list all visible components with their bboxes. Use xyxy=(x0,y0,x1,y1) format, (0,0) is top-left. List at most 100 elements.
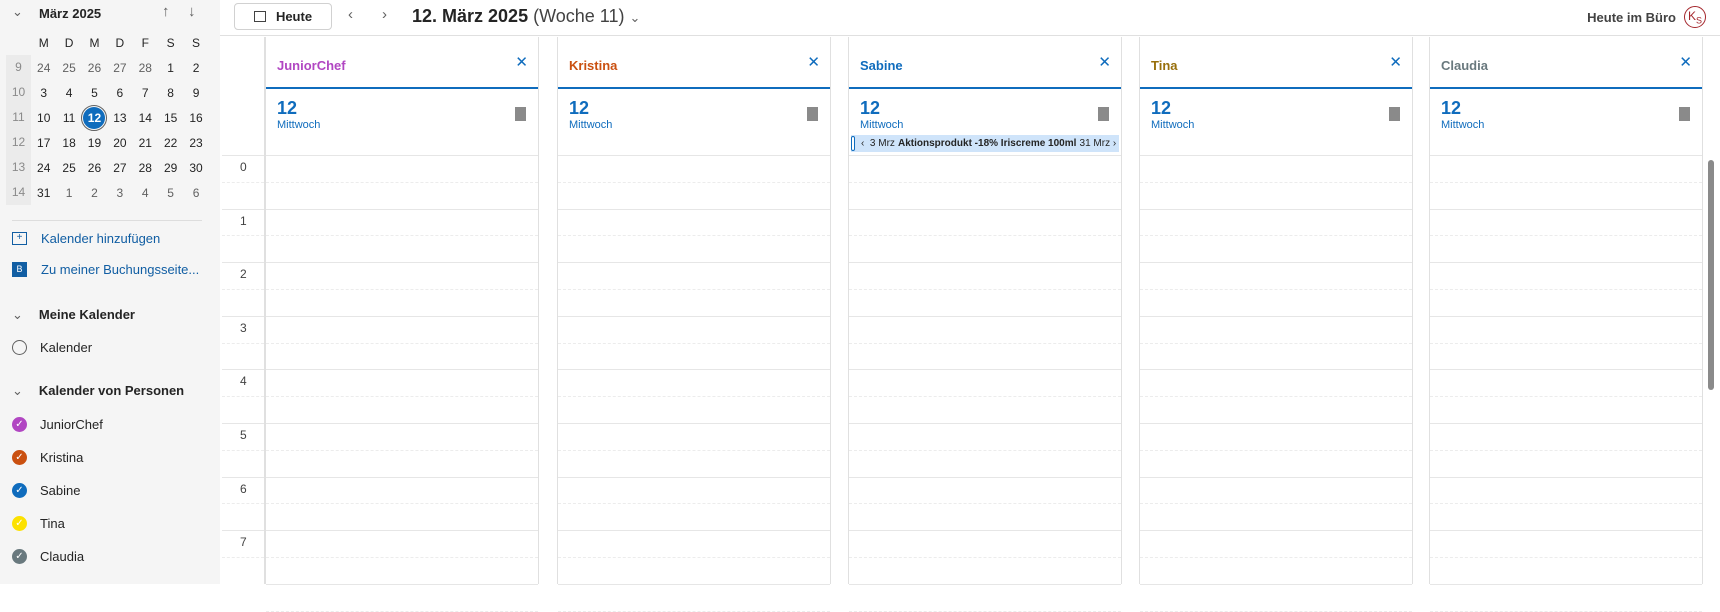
day-cell[interactable]: 14 xyxy=(138,110,152,125)
day-cell[interactable]: 25 xyxy=(62,160,76,175)
arrow-down-icon[interactable]: ↓ xyxy=(188,3,196,20)
arrow-up-icon[interactable]: ↑ xyxy=(162,3,170,20)
close-icon[interactable]: ✕ xyxy=(807,54,820,71)
add-calendar-link[interactable]: + Kalender hinzufügen xyxy=(12,231,160,246)
day-cell[interactable]: 3 xyxy=(40,85,48,100)
day-cell[interactable]: 4 xyxy=(65,85,73,100)
people-calendar-item[interactable]: ✓ Sabine xyxy=(12,483,80,498)
half-hour-line xyxy=(266,235,538,237)
today-button[interactable]: Heute xyxy=(234,3,332,30)
day-cell[interactable]: 28 xyxy=(138,60,152,75)
scrollbar[interactable] xyxy=(1708,160,1714,390)
booking-page-label: Zu meiner Buchungsseite... xyxy=(41,262,200,277)
my-calendars-header[interactable]: ⌄ Meine Kalender xyxy=(12,307,135,323)
time-gutter: 0 1 2 3 4 5 6 7 xyxy=(222,37,265,584)
date-title[interactable]: 12. März 2025 (Woche 11) ⌄ xyxy=(412,6,640,27)
close-icon[interactable]: ✕ xyxy=(1389,54,1402,71)
weekday-header: S xyxy=(192,35,201,50)
day-cell-selected[interactable]: 12 xyxy=(81,104,108,131)
half-hour-line xyxy=(849,449,1121,451)
day-cell[interactable]: 30 xyxy=(189,160,203,175)
day-cell[interactable]: 2 xyxy=(91,185,98,200)
day-cell[interactable]: 19 xyxy=(87,135,102,150)
day-cell[interactable]: 28 xyxy=(138,160,152,175)
half-hour-line xyxy=(1430,396,1702,398)
unchecked-circle-icon xyxy=(12,340,27,355)
chevron-right-icon[interactable]: › xyxy=(382,6,387,23)
day-cell[interactable]: 4 xyxy=(141,185,149,200)
column-person-name: Kristina xyxy=(569,58,618,73)
day-cell[interactable]: 6 xyxy=(116,85,124,100)
day-cell[interactable]: 11 xyxy=(62,110,76,125)
day-cell[interactable]: 23 xyxy=(189,135,203,150)
hour-line xyxy=(1430,208,1702,210)
avatar[interactable]: KS xyxy=(1684,6,1706,28)
day-cell[interactable]: 26 xyxy=(87,160,102,175)
day-cell[interactable]: 21 xyxy=(138,135,152,150)
column-divider xyxy=(558,87,830,89)
day-cell[interactable]: 7 xyxy=(141,85,149,100)
half-hour-line xyxy=(222,181,264,183)
close-icon[interactable]: ✕ xyxy=(1098,54,1111,71)
day-cell[interactable]: 9 xyxy=(192,85,200,100)
day-cell[interactable]: 20 xyxy=(113,135,127,150)
booking-page-link[interactable]: B Zu meiner Buchungsseite... xyxy=(12,262,199,277)
building-icon[interactable] xyxy=(1389,107,1400,121)
half-hour-line xyxy=(222,342,264,344)
day-cell[interactable]: 22 xyxy=(163,135,178,150)
checkmark-circle-icon: ✓ xyxy=(12,417,27,432)
weekday-header: D xyxy=(64,35,74,50)
close-icon[interactable]: ✕ xyxy=(515,54,528,71)
hour-line xyxy=(558,476,830,478)
people-calendar-item[interactable]: ✓ Tina xyxy=(12,516,65,531)
half-hour-line xyxy=(1430,610,1702,612)
half-hour-line xyxy=(1430,289,1702,290)
day-cell[interactable]: 27 xyxy=(113,160,127,175)
chevron-down-icon: ⌄ xyxy=(629,10,641,25)
hour-line xyxy=(222,315,264,317)
people-calendar-item[interactable]: ✓ Claudia xyxy=(12,549,84,564)
day-cell[interactable]: 16 xyxy=(189,110,203,125)
day-cell[interactable]: 5 xyxy=(91,85,98,100)
day-cell[interactable]: 18 xyxy=(62,135,76,150)
day-cell[interactable]: 17 xyxy=(37,135,51,150)
day-cell[interactable]: 10 xyxy=(37,110,51,125)
day-cell[interactable]: 24 xyxy=(37,160,51,175)
day-cell[interactable]: 3 xyxy=(116,185,124,200)
day-cell[interactable]: 2 xyxy=(192,60,200,75)
chevron-left-icon[interactable]: ‹ xyxy=(348,6,353,23)
half-hour-line xyxy=(849,342,1121,344)
building-icon[interactable] xyxy=(515,107,526,121)
close-icon[interactable]: ✕ xyxy=(1679,54,1692,71)
day-cell[interactable]: 1 xyxy=(167,60,174,75)
people-calendar-item[interactable]: ✓ JuniorChef xyxy=(12,417,103,432)
calendar-column: JuniorChef ✕ 12 Mittwoch xyxy=(265,37,539,612)
day-cell[interactable]: 15 xyxy=(163,110,178,125)
day-cell[interactable]: 26 xyxy=(87,60,102,75)
day-cell[interactable]: 25 xyxy=(62,60,76,75)
office-today-button[interactable]: Heute im Büro xyxy=(1587,10,1676,25)
hour-label: 6 xyxy=(240,481,247,496)
half-hour-line xyxy=(266,610,538,612)
building-icon[interactable] xyxy=(1098,107,1109,121)
half-hour-line xyxy=(222,503,264,505)
day-cell[interactable]: 31 xyxy=(37,185,51,200)
day-cell[interactable]: 13 xyxy=(113,110,127,125)
column-divider xyxy=(849,87,1121,89)
building-icon[interactable] xyxy=(1679,107,1690,121)
people-calendar-item[interactable]: ✓ Kristina xyxy=(12,450,83,465)
day-cell[interactable]: 29 xyxy=(163,160,178,175)
hour-label: 1 xyxy=(240,213,247,228)
day-cell[interactable]: 8 xyxy=(167,85,174,100)
chevron-down-icon[interactable]: ⌄ xyxy=(12,4,23,19)
day-cell[interactable]: 27 xyxy=(113,60,127,75)
day-cell[interactable]: 5 xyxy=(167,185,174,200)
day-cell[interactable]: 6 xyxy=(192,185,200,200)
all-day-event[interactable]: ‹ 3 Mrz Aktionsprodukt -18% Iriscreme 100… xyxy=(851,135,1119,152)
day-cell[interactable]: 1 xyxy=(65,185,73,200)
building-icon[interactable] xyxy=(807,107,818,121)
calendar-item-kalender[interactable]: Kalender xyxy=(12,340,92,355)
day-cell[interactable]: 24 xyxy=(37,60,51,75)
people-calendars-header[interactable]: ⌄ Kalender von Personen xyxy=(12,383,184,399)
hour-line xyxy=(1140,369,1412,371)
